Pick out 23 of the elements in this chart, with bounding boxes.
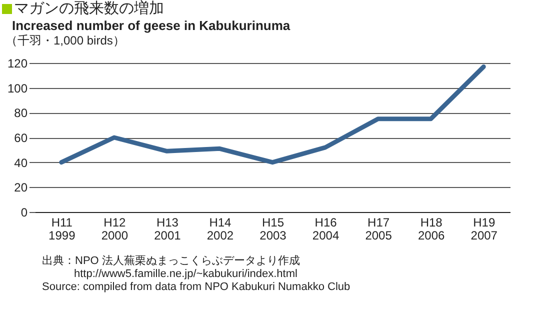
x-tick-label: H14 2002 xyxy=(206,216,234,242)
text: http://www5.famille.ne.jp/~kabukuri/index.html xyxy=(73,268,298,281)
source-note: Source: compiled from data from NPO Kabukuri Numakko Club xyxy=(42,281,352,294)
y-tick-label: 120 xyxy=(7,56,28,70)
x-tick-label: H16 2004 xyxy=(312,216,340,242)
x-tick-label: H12 2000 xyxy=(101,216,128,242)
y-tick-label: 80 xyxy=(14,106,28,120)
chart-title: マガンの飛来数の増加 xyxy=(14,0,164,18)
x-tick-label: H15 2003 xyxy=(260,216,287,242)
x-tick-label: H17 2005 xyxy=(365,216,392,242)
y-tick-label: 0 xyxy=(20,206,28,220)
x-tick-label: H18 2006 xyxy=(418,216,446,242)
x-tick-label: H19 2007 xyxy=(470,216,498,242)
y-axis-title: （千羽・1,000 birds） xyxy=(6,34,125,48)
y-tick-label: 60 xyxy=(14,131,28,145)
x-tick-label: H11 1999 xyxy=(48,216,76,242)
line-series xyxy=(59,64,486,165)
y-tick-label: 20 xyxy=(14,180,28,195)
y-tick-label: 40 xyxy=(14,156,28,170)
y-tick-label: 100 xyxy=(7,81,28,96)
chart-subtitle: Increased number of geese in Kabukurinuma xyxy=(12,18,292,34)
source-note: 出典：NPO 法人蕪栗ぬまっこくらぶデータより作成 xyxy=(42,255,301,268)
x-tick-label: H13 2001 xyxy=(154,216,182,242)
